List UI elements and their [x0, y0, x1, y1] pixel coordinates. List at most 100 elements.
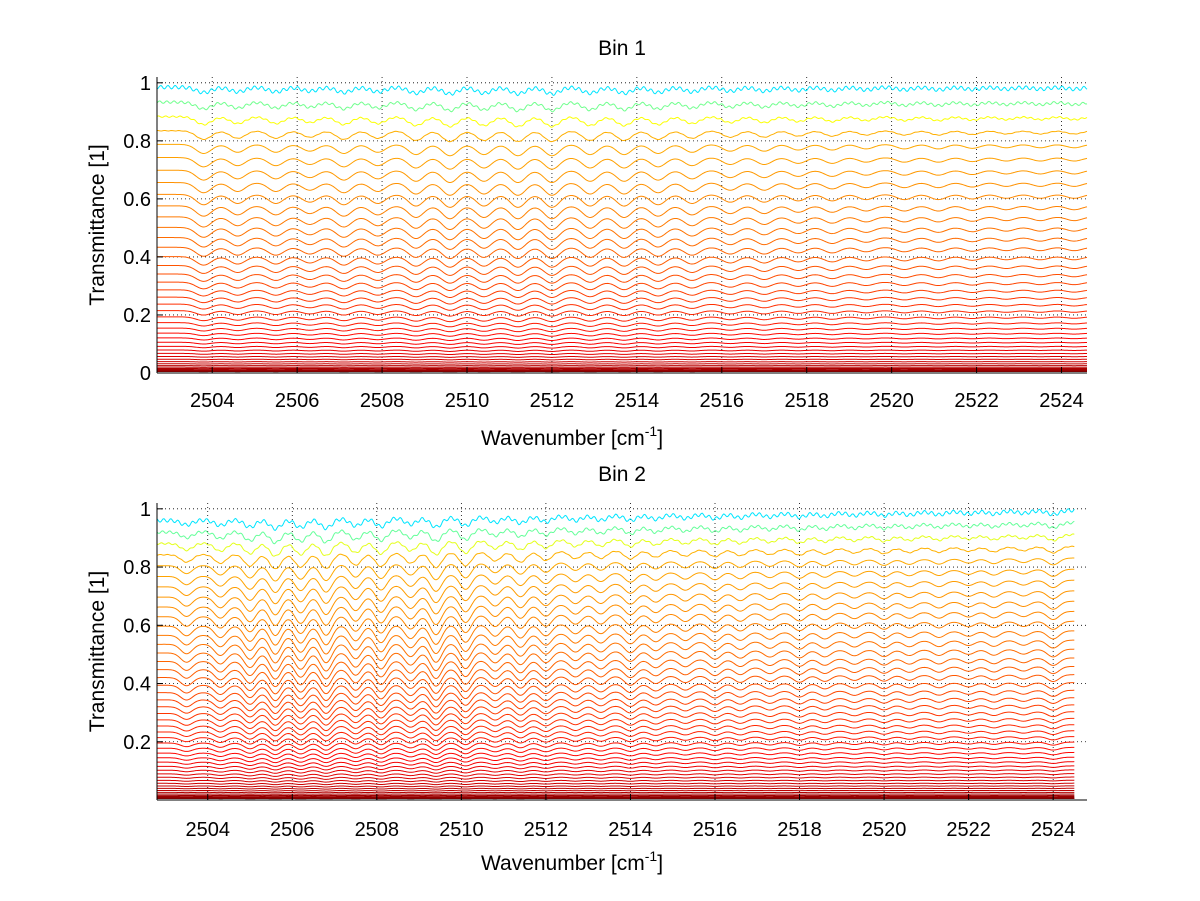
spectrum-line	[156, 689, 1075, 708]
y-tick-label: 1	[140, 499, 151, 521]
spectrum-line	[156, 100, 1088, 113]
spectrum-line	[157, 332, 1088, 337]
spectrum-line	[156, 724, 1075, 737]
spectrum-line	[157, 717, 1075, 732]
spectrum-line	[156, 704, 1075, 720]
spectrum-line	[157, 143, 1088, 157]
spectrum-line	[157, 682, 1075, 702]
x-axis-title-end: ]	[657, 427, 663, 450]
x-tick-label: 2512	[524, 819, 569, 841]
x-tick-label: 2518	[777, 819, 822, 841]
y-tick-label: 0.4	[123, 674, 151, 696]
spectrum-line	[156, 520, 1075, 545]
spectrum-line	[157, 730, 1075, 742]
x-tick-label: 2522	[954, 390, 999, 412]
x-tick-label: 2504	[190, 390, 235, 412]
spectrum-line	[157, 237, 1088, 250]
y-tick-label: 0.8	[123, 131, 151, 153]
x-axis-title: Wavenumber [cm-1]	[481, 423, 663, 450]
spectrum-line	[156, 600, 1075, 626]
spectrum-line	[156, 115, 1088, 128]
spectrum-line	[157, 246, 1088, 260]
y-axis-title: Transmittance [1]	[86, 144, 109, 305]
y-tick-label: 1	[140, 73, 151, 95]
y-tick-label: 0.2	[123, 305, 151, 327]
spectrum-line	[157, 169, 1088, 184]
x-tick-label: 2506	[275, 390, 320, 412]
spectrum-line	[157, 785, 1075, 788]
spectrum-line	[157, 779, 1075, 783]
spectrum-line	[157, 337, 1088, 341]
x-tick-label: 2524	[1031, 819, 1076, 841]
spectrum-line	[157, 736, 1075, 747]
x-tick-label: 2512	[530, 390, 575, 412]
x-axis-title-sup: -1	[645, 423, 658, 439]
spectrum-line	[156, 533, 1075, 557]
x-axis-title-end: ]	[657, 852, 663, 875]
spectrum-line	[157, 697, 1075, 714]
x-tick-label: 2524	[1039, 390, 1084, 412]
x-axis-title-main: Wavenumber [cm	[481, 852, 645, 875]
spectrum-line	[157, 352, 1088, 356]
spectrum-line	[157, 281, 1088, 292]
spectrum-line	[157, 341, 1088, 345]
spectrum-line	[157, 345, 1088, 349]
spectrum-line	[157, 590, 1075, 616]
spectrum-line	[157, 310, 1088, 317]
spectrum-line	[157, 273, 1088, 284]
spectrum-line	[157, 789, 1075, 792]
x-tick-label: 2520	[862, 819, 907, 841]
x-tick-label: 2522	[946, 819, 991, 841]
spectrum-line	[157, 296, 1088, 305]
x-tick-label: 2514	[615, 390, 660, 412]
y-tick-label: 0	[140, 363, 151, 385]
spectrum-line	[157, 648, 1075, 672]
spectrum-line	[157, 182, 1088, 196]
y-tick-label: 0.6	[123, 615, 151, 637]
spectrum-line	[157, 773, 1075, 777]
spectrum-line	[156, 557, 1075, 582]
spectrum-line	[157, 256, 1088, 268]
spectrum-line	[157, 327, 1088, 333]
panel-bin-2: Bin 2 2504 2506 2508 2510 2512 2514 2516 2518 252…	[86, 463, 1087, 875]
x-tick-label: 2516	[700, 390, 745, 412]
x-tick-label: 2506	[270, 819, 315, 841]
spectrum-line	[156, 545, 1075, 570]
spectrum-line	[157, 316, 1088, 323]
x-tick-label: 2510	[445, 390, 490, 412]
spectrum-line	[156, 610, 1075, 637]
spectrum-line	[157, 303, 1088, 311]
spectrum-line	[156, 508, 1075, 532]
spectrum-line	[157, 674, 1075, 695]
x-axis-title-main: Wavenumber [cm	[481, 427, 645, 450]
spectrum-line	[157, 620, 1075, 646]
spectrum-line	[156, 579, 1075, 605]
x-tick-label: 2510	[439, 819, 484, 841]
spectrum-line	[157, 355, 1088, 358]
spectrum-line	[156, 657, 1075, 680]
y-tick-label: 0.6	[123, 189, 151, 211]
spectrum-line	[157, 761, 1075, 767]
x-tick-label: 2518	[784, 390, 829, 412]
spectrum-line	[157, 769, 1075, 774]
x-tick-label: 2520	[869, 390, 914, 412]
spectrum-line	[157, 746, 1075, 756]
spectrum-line	[157, 349, 1088, 352]
grid-lines	[157, 503, 1087, 800]
spectrum-line	[157, 787, 1075, 790]
panel-bin-1: Bin 1 2504 2506 2508 2510 2512 2514 2516 2518 252…	[86, 37, 1088, 450]
x-tick-label: 2516	[693, 819, 738, 841]
spectrum-line	[157, 216, 1088, 231]
x-axis-title-sup: -1	[645, 848, 658, 864]
spectra-series	[156, 508, 1075, 800]
y-axis-title: Transmittance [1]	[86, 571, 109, 732]
chart-title: Bin 2	[598, 463, 646, 486]
spectrum-line	[157, 361, 1088, 363]
spectrum-line	[157, 289, 1088, 298]
spectrum-line	[157, 358, 1088, 361]
spectrum-line	[157, 756, 1075, 764]
x-axis-title: Wavenumber [cm-1]	[481, 848, 663, 875]
spectrum-line	[157, 265, 1088, 276]
spectrum-line	[157, 630, 1075, 655]
